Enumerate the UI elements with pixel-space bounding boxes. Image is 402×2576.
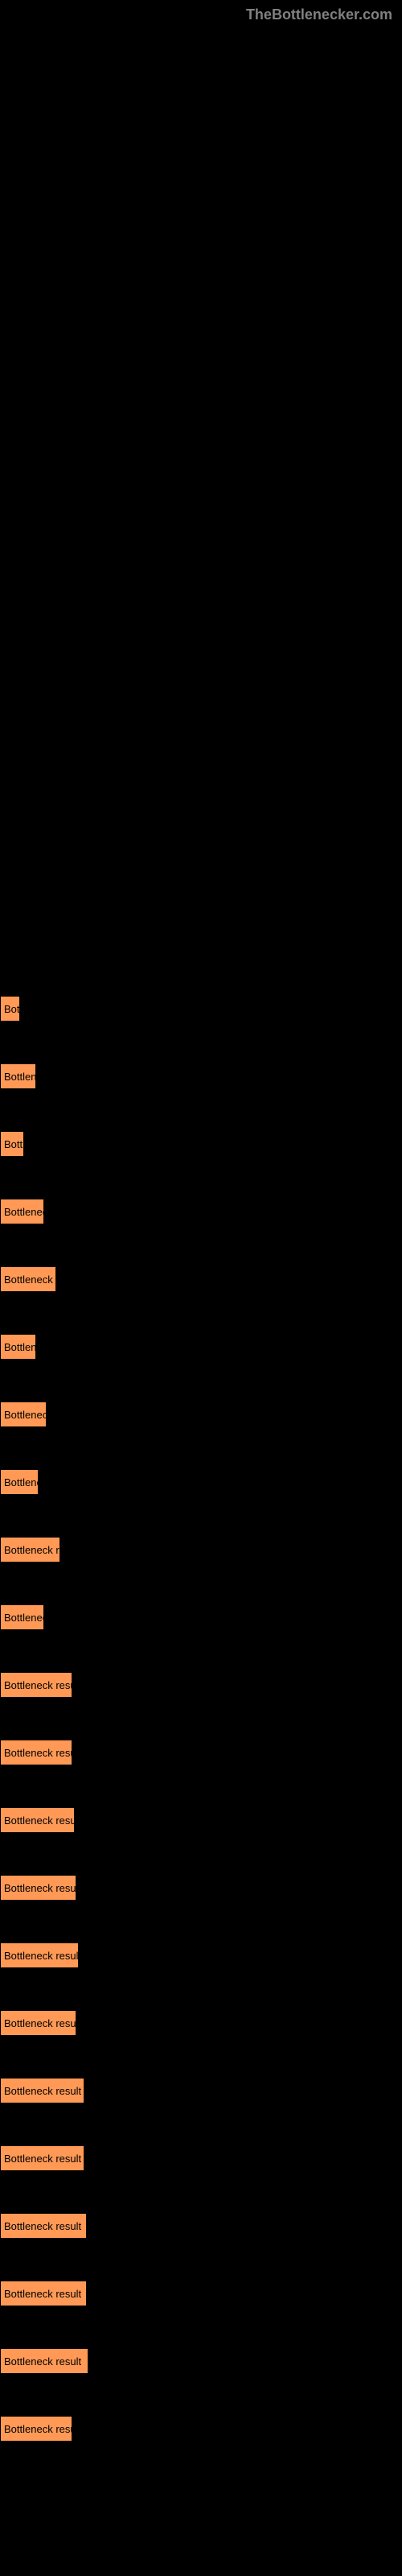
chart-bar-label: Bottleneck result: [4, 2220, 81, 2232]
chart-bar-row: Bottleneck result: [0, 2145, 402, 2171]
chart-bar-label: Bottleneck: [4, 1206, 43, 1218]
chart-bar-label: Bottleneck result: [4, 2017, 76, 2029]
chart-bar-label: Bottleneck result: [4, 1882, 76, 1894]
chart-bar: Bottleneck result: [0, 2416, 72, 2442]
chart-bar-label: Bottleneck result: [4, 2355, 81, 2368]
chart-bar-row: Bottleneck result: [0, 1875, 402, 1901]
chart-bar-row: Bottleneck: [0, 1604, 402, 1630]
chart-bar: Bottlene: [0, 1469, 39, 1495]
chart-bar-label: Bot: [4, 1003, 19, 1015]
chart-bar-label: Bottleneck result: [4, 2423, 72, 2435]
chart-bar: Bottleneck res: [0, 1537, 60, 1563]
chart-bar: Bottleneck re: [0, 1266, 56, 1292]
chart-bar: Bottleneck: [0, 1402, 47, 1427]
chart-bar-row: Bottleneck result: [0, 2281, 402, 2306]
chart-bar-label: Bottleneck res: [4, 1544, 59, 1556]
chart-bar-row: Bottleneck result: [0, 2010, 402, 2036]
chart-bar-label: Bottlene: [4, 1476, 38, 1488]
chart-bar-row: Bot: [0, 996, 402, 1022]
chart-bar: Bottleneck result: [0, 2281, 87, 2306]
chart-bar: Bottleneck result: [0, 1875, 76, 1901]
chart-bar-label: Bottleneck result: [4, 1679, 72, 1691]
chart-bar: Bottlene: [0, 1334, 36, 1360]
chart-bar-label: Bottleneck result: [4, 1950, 78, 1962]
chart-bar-label: Bottleneck result: [4, 1747, 72, 1759]
chart-bar-row: Bottl: [0, 1131, 402, 1157]
chart-bar-row: Bottleneck result: [0, 2348, 402, 2374]
chart-bar-row: Bottleneck: [0, 1402, 402, 1427]
chart-bar-row: Bottlene: [0, 1063, 402, 1089]
chart-bar-label: Bottlene: [4, 1341, 35, 1353]
chart-bar: Bottleneck result: [0, 2010, 76, 2036]
chart-bar: Bottleneck: [0, 1199, 44, 1224]
chart-bar: Bot: [0, 996, 20, 1022]
chart-bar-label: Bottleneck result: [4, 2153, 81, 2165]
chart-bar-row: Bottlene: [0, 1469, 402, 1495]
chart-bar: Bottleneck result: [0, 1740, 72, 1765]
chart-bar: Bottlene: [0, 1063, 36, 1089]
chart-bar-row: Bottleneck re: [0, 1266, 402, 1292]
chart-bar: Bottleneck result: [0, 1672, 72, 1698]
chart-bar-row: Bottleneck res: [0, 1537, 402, 1563]
chart-bar-label: Bottleneck re: [4, 1274, 55, 1286]
chart-bar: Bottleneck: [0, 1604, 44, 1630]
chart-bar-label: Bottlene: [4, 1071, 35, 1083]
chart-bar-label: Bottleneck result: [4, 1814, 74, 1827]
chart-bar-label: Bottl: [4, 1138, 23, 1150]
chart-bar: Bottleneck result: [0, 2213, 87, 2239]
chart-bar: Bottleneck result: [0, 2348, 88, 2374]
chart-bar-label: Bottleneck result: [4, 2085, 81, 2097]
chart-bar: Bottleneck result: [0, 1807, 75, 1833]
chart-bar-row: Bottleneck result: [0, 2416, 402, 2442]
chart-bar: Bottleneck result: [0, 2145, 84, 2171]
site-name: TheBottlenecker.com: [246, 6, 392, 23]
chart-bar-row: Bottlene: [0, 1334, 402, 1360]
chart-bar-row: Bottleneck result: [0, 1672, 402, 1698]
chart-bar-row: Bottleneck: [0, 1199, 402, 1224]
chart-bar-label: Bottleneck: [4, 1612, 43, 1624]
chart-bar: Bottl: [0, 1131, 24, 1157]
chart-bar: Bottleneck result: [0, 1942, 79, 1968]
top-spacer: [0, 30, 402, 996]
chart-bar-row: Bottleneck result: [0, 1740, 402, 1765]
chart-bar-row: Bottleneck result: [0, 2213, 402, 2239]
chart-bar-label: Bottleneck: [4, 1409, 46, 1421]
chart-bar-row: Bottleneck result: [0, 2078, 402, 2103]
chart-bar-label: Bottleneck result: [4, 2288, 81, 2300]
chart-bar-row: Bottleneck result: [0, 1942, 402, 1968]
chart-bar-row: Bottleneck result: [0, 1807, 402, 1833]
bottleneck-chart: Bot Bottlene Bottl Bottleneck Bottleneck re B…: [0, 996, 402, 2442]
chart-bar: Bottleneck result: [0, 2078, 84, 2103]
page-header: TheBottlenecker.com: [0, 0, 402, 30]
